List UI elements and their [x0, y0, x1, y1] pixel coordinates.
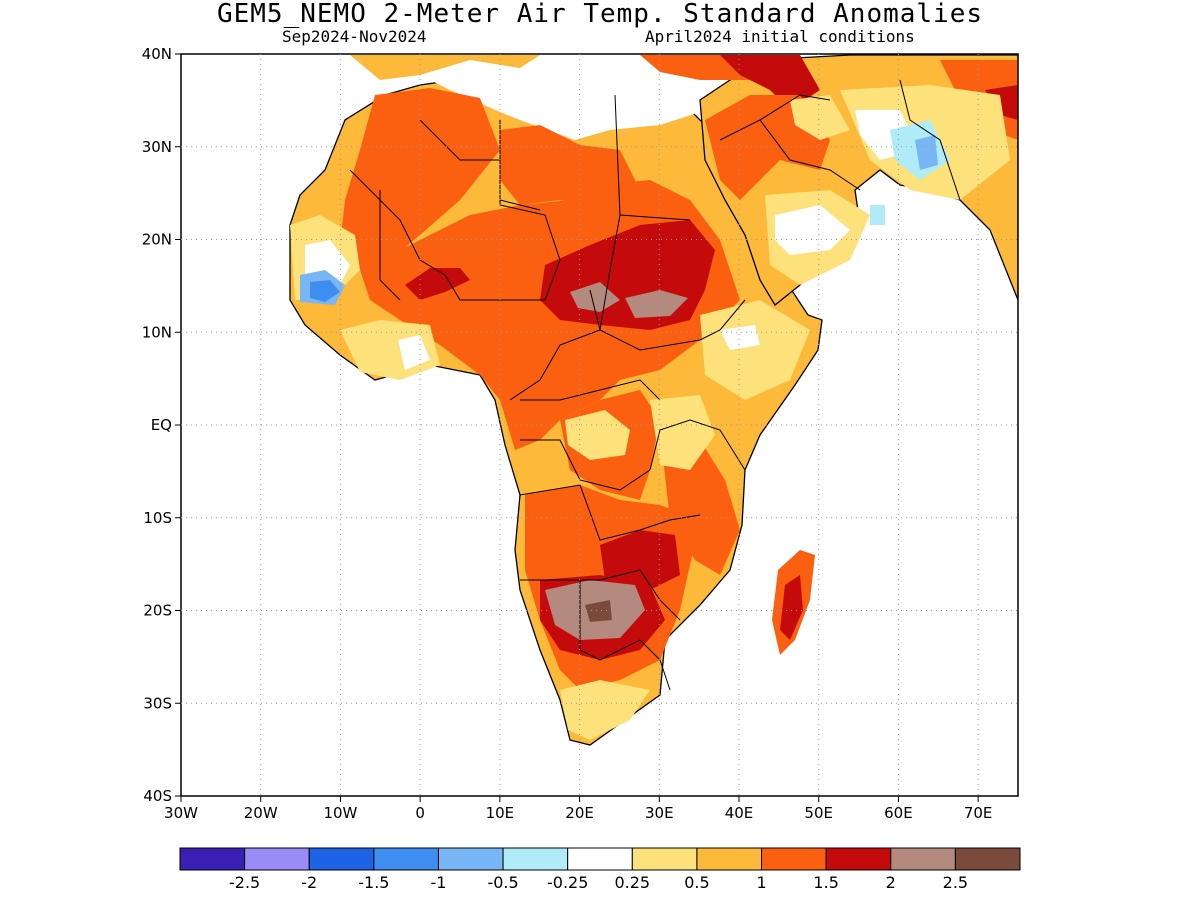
- anomaly-2.5-chad: [570, 282, 620, 312]
- graticule: [181, 54, 1018, 796]
- lon-label: 10E: [486, 804, 515, 822]
- lat-label: 10S: [143, 509, 172, 527]
- colorbar-label: 1: [756, 873, 766, 892]
- colorbar-label: 2: [886, 873, 896, 892]
- anomaly-2-madagascar: [780, 575, 803, 640]
- lon-label: 10W: [323, 804, 357, 822]
- colorbar-swatch: [696, 847, 763, 871]
- colorbar-label: -1.5: [358, 873, 389, 892]
- lat-label: 30N: [142, 138, 172, 156]
- anomaly-0.5-southafrica: [560, 680, 650, 740]
- anomaly-0.5-kenya: [650, 395, 715, 470]
- colorbar: -2.5 -2 -1.5 -1 -0.5 -0.25 0.25 0.5 1 1.5 2 2.5: [179, 847, 1021, 892]
- lon-label: 70E: [964, 804, 993, 822]
- anomaly-neg0.5-gulf-2: [870, 205, 885, 225]
- colorbar-swatch: [825, 847, 892, 871]
- colorbar-swatch: [567, 847, 633, 871]
- southern-europe: [350, 55, 540, 80]
- colorbar-label: -0.5: [487, 873, 518, 892]
- colorbar-label: 2.5: [943, 873, 968, 892]
- colorbar-swatch: [308, 847, 375, 871]
- anomaly-2-turkey: [985, 85, 1018, 120]
- forecast-period: Sep2024-Nov2024: [282, 27, 427, 46]
- anomaly-0.5-drc: [565, 410, 630, 460]
- colorbar-swatch: [954, 847, 1021, 871]
- country-borders: [349, 79, 961, 691]
- colorbar-label: -2: [301, 873, 317, 892]
- lat-label: 30S: [143, 694, 172, 712]
- lat-label: 20S: [143, 602, 172, 620]
- lat-label: 20N: [142, 231, 172, 249]
- anomaly-3-botswana: [585, 600, 612, 622]
- colorbar-swatch: [890, 847, 956, 871]
- colorbar-swatch: [631, 847, 698, 871]
- anomaly-0-arabia: [775, 205, 850, 255]
- anomaly-field: [289, 54, 1018, 746]
- lat-label: 10N: [142, 323, 172, 341]
- colorbar-label: -2.5: [229, 873, 260, 892]
- axis-ticks: [175, 53, 979, 802]
- colorbar-swatch: [179, 847, 246, 871]
- lon-label: 40E: [725, 804, 754, 822]
- latitude-labels: 40N 30N 20N 10N EQ 10S 20S 30S 40S: [142, 45, 172, 805]
- colorbar-label: 0.5: [684, 873, 709, 892]
- colorbar-label: 1.5: [813, 873, 838, 892]
- lat-label: 40N: [142, 45, 172, 63]
- colorbar-label: -1: [430, 873, 446, 892]
- anomaly-neg1-senegal: [310, 280, 340, 302]
- anomaly-0-ethiopia: [720, 325, 760, 350]
- initial-conditions: April2024 initial conditions: [645, 27, 915, 46]
- lon-label: 0: [415, 804, 425, 822]
- longitude-labels: 30W 20W 10W 0 10E 20E 30E 40E 50E 60E 70E: [164, 804, 992, 822]
- colorbar-swatch: [373, 847, 439, 871]
- anomaly-2-mali: [405, 268, 470, 300]
- colorbar-label: -0.25: [547, 873, 588, 892]
- anomaly-1.5-libya: [500, 125, 640, 210]
- anomaly-0.5-arabia-south: [790, 95, 850, 140]
- mediterranean-white: [420, 58, 700, 140]
- colorbar-swatch: [244, 847, 310, 871]
- anomaly-neg1-gulf: [915, 135, 938, 170]
- anomaly-2.5-sudan: [625, 290, 688, 318]
- lon-label: 60E: [884, 804, 913, 822]
- colorbar-label: 0.25: [614, 873, 650, 892]
- map-title: GEM5_NEMO 2-Meter Air Temp. Standard Ano…: [216, 0, 984, 29]
- colorbar-swatch: [761, 847, 827, 871]
- lon-label: 20E: [565, 804, 594, 822]
- lon-label: 20W: [244, 804, 278, 822]
- lon-label: 30E: [645, 804, 674, 822]
- lon-label: 30W: [164, 804, 198, 822]
- colorbar-swatch: [502, 847, 569, 871]
- colorbar-swatch: [437, 847, 504, 871]
- lat-label: EQ: [151, 416, 172, 434]
- anomaly-0-ghana: [398, 335, 430, 370]
- anomaly-0.5-ethiopia: [700, 300, 810, 400]
- lat-label: 40S: [143, 787, 172, 805]
- lon-label: 50E: [804, 804, 833, 822]
